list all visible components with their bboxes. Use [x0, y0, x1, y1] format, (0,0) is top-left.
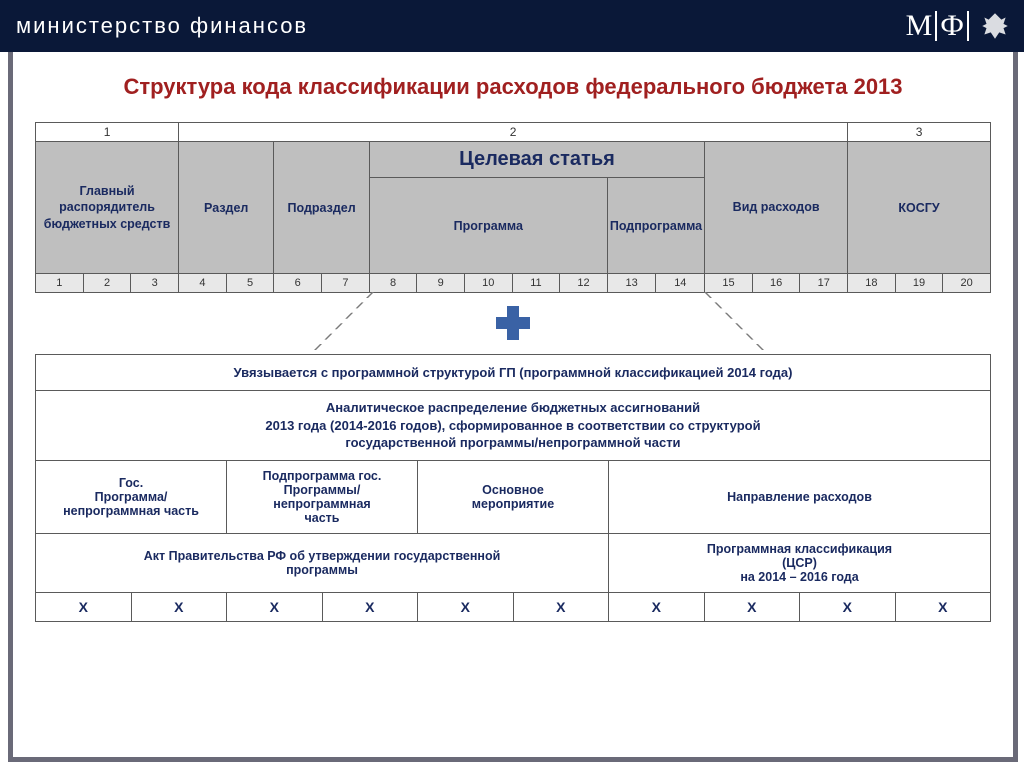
x-cell: Х — [131, 592, 227, 621]
map-r4-right: Программная классификация (ЦСР) на 2014 … — [609, 533, 991, 592]
page-title: Структура кода классификации расходов фе… — [35, 74, 991, 100]
digit-cell: 6 — [274, 274, 322, 293]
group-num-1: 1 — [36, 123, 179, 142]
digit-cell: 8 — [369, 274, 417, 293]
lbl-expense-type: Вид расходов — [705, 142, 848, 274]
digit-cell: 17 — [800, 274, 848, 293]
lbl-main-admin: Главный распорядитель бюджетных средств — [36, 142, 179, 274]
lbl-subsection: Подраздел — [274, 142, 369, 274]
label-row-1: Главный распорядитель бюджетных средств … — [36, 142, 991, 178]
digit-cell: 15 — [705, 274, 753, 293]
map-row4: Акт Правительства РФ об утверждении госу… — [36, 533, 991, 592]
plus-icon — [496, 306, 530, 340]
lbl-kosgu: КОСГУ — [848, 142, 991, 274]
x-cell: Х — [322, 592, 418, 621]
header-logo-block: М Ф — [906, 9, 1012, 43]
map-r3-c2: Подпрограмма гос. Программы/ непрограммн… — [227, 460, 418, 533]
x-cell: Х — [704, 592, 800, 621]
digit-cell: 18 — [848, 274, 896, 293]
digit-cell: 20 — [943, 274, 991, 293]
mf-logo: М Ф — [906, 9, 972, 43]
digit-cell: 5 — [226, 274, 274, 293]
digit-cell: 19 — [895, 274, 943, 293]
logo-divider — [935, 11, 937, 41]
digit-cell: 1 — [36, 274, 84, 293]
digit-row: 1 2 3 4 5 6 7 8 9 10 11 12 13 14 15 16 1… — [36, 274, 991, 293]
connector — [35, 292, 991, 352]
digit-cell: 14 — [656, 274, 705, 293]
digit-cell: 7 — [322, 274, 370, 293]
x-cell: Х — [800, 592, 896, 621]
map-r3-c3: Основное мероприятие — [418, 460, 609, 533]
map-row1: Увязывается с программной структурой ГП … — [36, 355, 991, 391]
dashed-line-right — [704, 292, 764, 350]
digit-cell: 16 — [752, 274, 800, 293]
x-cell: Х — [418, 592, 514, 621]
digit-cell: 10 — [464, 274, 512, 293]
map-r4-left: Акт Правительства РФ об утверждении госу… — [36, 533, 609, 592]
lbl-program: Программа — [369, 178, 607, 274]
structure-top-table: 1 2 3 Главный распорядитель бюджетных ср… — [35, 122, 991, 293]
x-cell: Х — [36, 592, 132, 621]
digit-cell: 9 — [417, 274, 465, 293]
map-row3: Гос. Программа/ непрограммная часть Подп… — [36, 460, 991, 533]
digit-cell: 13 — [607, 274, 656, 293]
mapping-table: Увязывается с программной структурой ГП … — [35, 354, 991, 622]
group-num-3: 3 — [848, 123, 991, 142]
lbl-target-article: Целевая статья — [369, 142, 704, 178]
x-cell: Х — [609, 592, 705, 621]
group-num-2: 2 — [179, 123, 848, 142]
logo-letter-f: Ф — [940, 9, 964, 43]
map-row2: Аналитическое распределение бюджетных ас… — [36, 391, 991, 461]
lbl-subprogram: Подпрограмма — [607, 178, 704, 274]
ministry-title: министерство финансов — [16, 13, 308, 39]
logo-letter-m: М — [906, 9, 933, 43]
x-row: Х Х Х Х Х Х Х Х Х Х — [36, 592, 991, 621]
x-cell: Х — [895, 592, 991, 621]
eagle-crest-icon — [978, 9, 1012, 43]
map-r3-c1: Гос. Программа/ непрограммная часть — [36, 460, 227, 533]
slide-frame: Структура кода классификации расходов фе… — [8, 52, 1018, 762]
app-header: министерство финансов М Ф — [0, 0, 1024, 52]
lbl-section: Раздел — [179, 142, 274, 274]
map-r3-c4: Направление расходов — [609, 460, 991, 533]
group-number-row: 1 2 3 — [36, 123, 991, 142]
digit-cell: 3 — [131, 274, 179, 293]
logo-divider — [967, 11, 969, 41]
x-cell: Х — [513, 592, 609, 621]
digit-cell: 11 — [512, 274, 560, 293]
dashed-line-left — [314, 292, 374, 350]
x-cell: Х — [227, 592, 323, 621]
digit-cell: 4 — [179, 274, 227, 293]
digit-cell: 2 — [83, 274, 131, 293]
digit-cell: 12 — [560, 274, 608, 293]
